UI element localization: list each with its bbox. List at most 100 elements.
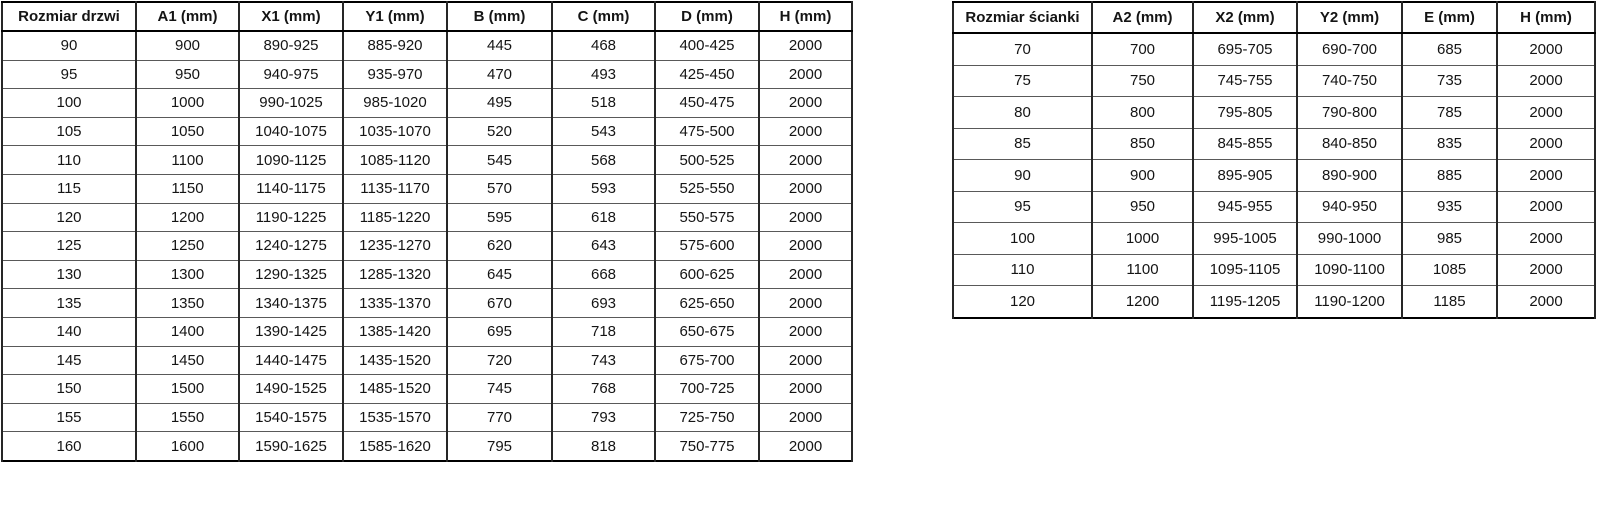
table-cell: 625-650 <box>654 288 760 318</box>
table-cell: 600-625 <box>654 259 760 290</box>
table-cell: 90 <box>1 30 137 61</box>
table-cell: 1090-1100 <box>1296 253 1403 286</box>
table-cell: 1240-1275 <box>238 231 344 261</box>
table-cell: 1385-1420 <box>342 316 448 347</box>
table-cell: 1235-1270 <box>342 231 448 261</box>
column-header: X1 (mm) <box>238 1 344 32</box>
table-cell: 1590-1625 <box>238 431 344 462</box>
table-cell: 1200 <box>1091 285 1194 318</box>
column-header: A2 (mm) <box>1091 1 1194 34</box>
table-cell: 790-800 <box>1296 96 1403 129</box>
table-cell: 1550 <box>135 402 240 433</box>
table-row: 150 1500 1490-1525 1485-1520 745 768 700-725 20… <box>1 374 853 404</box>
table-cell: 793 <box>551 402 656 433</box>
table-cell: 818 <box>551 431 656 462</box>
column-header: X2 (mm) <box>1192 1 1298 34</box>
table-cell: 140 <box>1 316 137 347</box>
table-cell: 768 <box>551 374 656 404</box>
table-cell: 1440-1475 <box>238 345 344 376</box>
column-header: Rozmiar drzwi <box>1 1 137 32</box>
table-cell: 470 <box>446 59 553 90</box>
table-cell: 935 <box>1401 190 1498 223</box>
table-cell: 2000 <box>758 316 853 347</box>
table-cell: 1035-1070 <box>342 116 448 147</box>
table-cell: 1195-1205 <box>1192 285 1298 318</box>
table-row: 155 1550 1540-1575 1535-1570 770 793 725-750 20… <box>1 402 853 433</box>
table-cell: 1050 <box>135 116 240 147</box>
table-cell: 945-955 <box>1192 190 1298 223</box>
table-cell: 1300 <box>135 259 240 290</box>
table-cell: 720 <box>446 345 553 376</box>
table-row: 105 1050 1040-1075 1035-1070 520 543 475-500 20… <box>1 116 853 147</box>
table-cell: 990-1025 <box>238 88 344 118</box>
table-cell: 1435-1520 <box>342 345 448 376</box>
table-cell: 2000 <box>758 145 853 175</box>
table-cell: 940-950 <box>1296 190 1403 223</box>
table-cell: 543 <box>551 116 656 147</box>
table-cell: 2000 <box>758 88 853 118</box>
table-cell: 593 <box>551 173 656 204</box>
table-cell: 795-805 <box>1192 96 1298 129</box>
wall-table-header-row: Rozmiar ścianki A2 (mm) X2 (mm) Y2 (mm) E (m… <box>952 1 1596 34</box>
table-cell: 1150 <box>135 173 240 204</box>
table-row: 75 750 745-755 740-750 735 2000 <box>952 64 1596 97</box>
table-cell: 795 <box>446 431 553 462</box>
table-cell: 1185-1220 <box>342 202 448 233</box>
table-cell: 735 <box>1401 64 1498 97</box>
table-row: 135 1350 1340-1375 1335-1370 670 693 625-650 20… <box>1 288 853 318</box>
table-row: 125 1250 1240-1275 1235-1270 620 643 575-600 20… <box>1 231 853 261</box>
table-cell: 595 <box>446 202 553 233</box>
table-cell: 468 <box>551 30 656 61</box>
table-row: 70 700 695-705 690-700 685 2000 <box>952 32 1596 66</box>
table-cell: 985 <box>1401 222 1498 255</box>
table-cell: 1585-1620 <box>342 431 448 462</box>
table-cell: 1200 <box>135 202 240 233</box>
table-cell: 2000 <box>1496 64 1596 97</box>
table-row: 95 950 945-955 940-950 935 2000 <box>952 190 1596 223</box>
table-cell: 1500 <box>135 374 240 404</box>
table-cell: 690-700 <box>1296 32 1403 66</box>
column-header: Y1 (mm) <box>342 1 448 32</box>
table-cell: 475-500 <box>654 116 760 147</box>
table-cell: 1095-1105 <box>1192 253 1298 286</box>
table-cell: 85 <box>952 127 1093 160</box>
table-row: 160 1600 1590-1625 1585-1620 795 818 750-775 20… <box>1 431 853 462</box>
table-cell: 1140-1175 <box>238 173 344 204</box>
table-row: 115 1150 1140-1175 1135-1170 570 593 525-550 20… <box>1 173 853 204</box>
table-cell: 840-850 <box>1296 127 1403 160</box>
table-cell: 1485-1520 <box>342 374 448 404</box>
table-cell: 2000 <box>1496 159 1596 192</box>
table-cell: 2000 <box>758 288 853 318</box>
table-cell: 1135-1170 <box>342 173 448 204</box>
table-cell: 400-425 <box>654 30 760 61</box>
table-cell: 650-675 <box>654 316 760 347</box>
table-cell: 2000 <box>758 402 853 433</box>
table-cell: 2000 <box>758 259 853 290</box>
table-cell: 890-900 <box>1296 159 1403 192</box>
table-cell: 550-575 <box>654 202 760 233</box>
table-cell: 80 <box>952 96 1093 129</box>
table-cell: 1100 <box>135 145 240 175</box>
table-cell: 885-920 <box>342 30 448 61</box>
table-cell: 800 <box>1091 96 1194 129</box>
table-row: 130 1300 1290-1325 1285-1320 645 668 600-625 20… <box>1 259 853 290</box>
table-cell: 70 <box>952 32 1093 66</box>
table-cell: 570 <box>446 173 553 204</box>
table-row: 110 1100 1095-1105 1090-1100 1085 2000 <box>952 253 1596 286</box>
table-cell: 645 <box>446 259 553 290</box>
table-cell: 1490-1525 <box>238 374 344 404</box>
table-cell: 500-525 <box>654 145 760 175</box>
table-cell: 1340-1375 <box>238 288 344 318</box>
table-row: 90 900 890-925 885-920 445 468 400-425 2000 <box>1 30 853 61</box>
table-cell: 770 <box>446 402 553 433</box>
table-cell: 2000 <box>758 30 853 61</box>
table-cell: 2000 <box>1496 222 1596 255</box>
table-cell: 135 <box>1 288 137 318</box>
table-cell: 525-550 <box>654 173 760 204</box>
table-cell: 1390-1425 <box>238 316 344 347</box>
wall-panel-size-table: Rozmiar ścianki A2 (mm) X2 (mm) Y2 (mm) E (m… <box>952 1 1596 319</box>
table-cell: 2000 <box>1496 32 1596 66</box>
table-cell: 743 <box>551 345 656 376</box>
table-cell: 520 <box>446 116 553 147</box>
table-row: 90 900 895-905 890-900 885 2000 <box>952 159 1596 192</box>
